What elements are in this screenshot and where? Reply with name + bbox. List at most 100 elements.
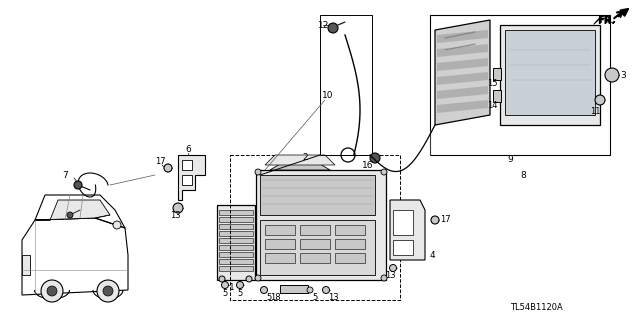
Polygon shape (437, 58, 488, 71)
Text: 8: 8 (520, 170, 525, 180)
Polygon shape (437, 72, 488, 85)
Circle shape (431, 216, 439, 224)
Bar (219, 231, 253, 236)
Text: 17: 17 (155, 158, 166, 167)
Bar (219, 259, 253, 264)
Polygon shape (437, 44, 488, 57)
Text: FR.: FR. (598, 15, 616, 25)
Bar (230, 155, 400, 300)
Polygon shape (437, 86, 488, 99)
Circle shape (595, 95, 605, 105)
Bar (335, 225, 365, 235)
Bar (265, 225, 295, 235)
Bar (260, 175, 375, 215)
Text: 6: 6 (185, 145, 191, 154)
Text: 13: 13 (328, 293, 339, 302)
Circle shape (47, 286, 57, 296)
Circle shape (164, 164, 172, 172)
Bar (500, 25, 600, 125)
Polygon shape (437, 30, 488, 43)
Text: 5: 5 (237, 290, 243, 299)
Bar (219, 210, 253, 215)
Text: 16: 16 (362, 160, 374, 169)
Text: 5: 5 (312, 293, 317, 302)
Circle shape (237, 281, 243, 288)
Text: 7: 7 (62, 170, 68, 180)
Bar (505, 30, 595, 115)
Text: 18: 18 (270, 293, 280, 302)
Text: 10: 10 (322, 91, 333, 100)
Circle shape (173, 203, 183, 213)
Text: 3: 3 (620, 70, 626, 79)
Text: 4: 4 (430, 250, 436, 259)
Circle shape (605, 68, 619, 82)
Bar (280, 285, 308, 293)
Bar (320, 15, 372, 155)
Circle shape (246, 276, 252, 282)
Bar (493, 90, 501, 102)
Circle shape (390, 264, 397, 271)
Circle shape (255, 169, 261, 175)
Circle shape (67, 212, 73, 218)
Circle shape (221, 281, 228, 288)
Text: 2: 2 (302, 153, 308, 162)
Polygon shape (437, 100, 488, 113)
Text: TL54B1120A: TL54B1120A (510, 303, 563, 313)
Text: 14: 14 (487, 101, 497, 110)
Circle shape (370, 153, 380, 163)
Circle shape (381, 275, 387, 281)
Bar (393, 240, 413, 255)
Bar (219, 224, 253, 229)
Circle shape (260, 286, 268, 293)
Polygon shape (178, 155, 205, 200)
Circle shape (103, 286, 113, 296)
Bar (265, 239, 295, 249)
Text: 11: 11 (590, 108, 600, 116)
Circle shape (323, 286, 330, 293)
Circle shape (41, 280, 63, 302)
Polygon shape (35, 200, 110, 220)
Bar (430, 15, 610, 155)
Text: 5: 5 (266, 293, 271, 302)
Bar (182, 175, 192, 185)
Polygon shape (270, 158, 330, 170)
Bar (219, 245, 253, 250)
Bar (493, 68, 501, 80)
Bar (217, 205, 255, 280)
Text: 13: 13 (385, 271, 396, 280)
Bar (219, 217, 253, 222)
Bar (256, 170, 386, 280)
Bar (265, 253, 295, 263)
Bar (335, 239, 365, 249)
Text: 5: 5 (222, 290, 228, 299)
Text: FR.: FR. (597, 16, 615, 26)
Bar (22, 255, 30, 275)
Bar (219, 238, 253, 243)
Circle shape (97, 280, 119, 302)
Bar (335, 253, 365, 263)
Bar (219, 266, 253, 271)
Bar (300, 239, 330, 249)
Polygon shape (435, 20, 490, 125)
Text: 12: 12 (318, 20, 330, 29)
Circle shape (328, 23, 338, 33)
Bar (260, 220, 375, 275)
Bar (300, 225, 330, 235)
Text: 15: 15 (487, 79, 497, 88)
Bar (182, 160, 192, 170)
Circle shape (255, 275, 261, 281)
Text: 17: 17 (440, 216, 451, 225)
Circle shape (219, 276, 225, 282)
Polygon shape (265, 155, 335, 165)
Circle shape (307, 287, 313, 293)
Bar (300, 253, 330, 263)
Text: 9: 9 (507, 155, 513, 165)
Circle shape (381, 169, 387, 175)
Bar (219, 252, 253, 257)
Bar (393, 210, 413, 235)
Polygon shape (390, 200, 425, 260)
Text: 1: 1 (229, 283, 235, 292)
Text: 13: 13 (170, 211, 180, 220)
Circle shape (74, 181, 82, 189)
Circle shape (113, 221, 121, 229)
